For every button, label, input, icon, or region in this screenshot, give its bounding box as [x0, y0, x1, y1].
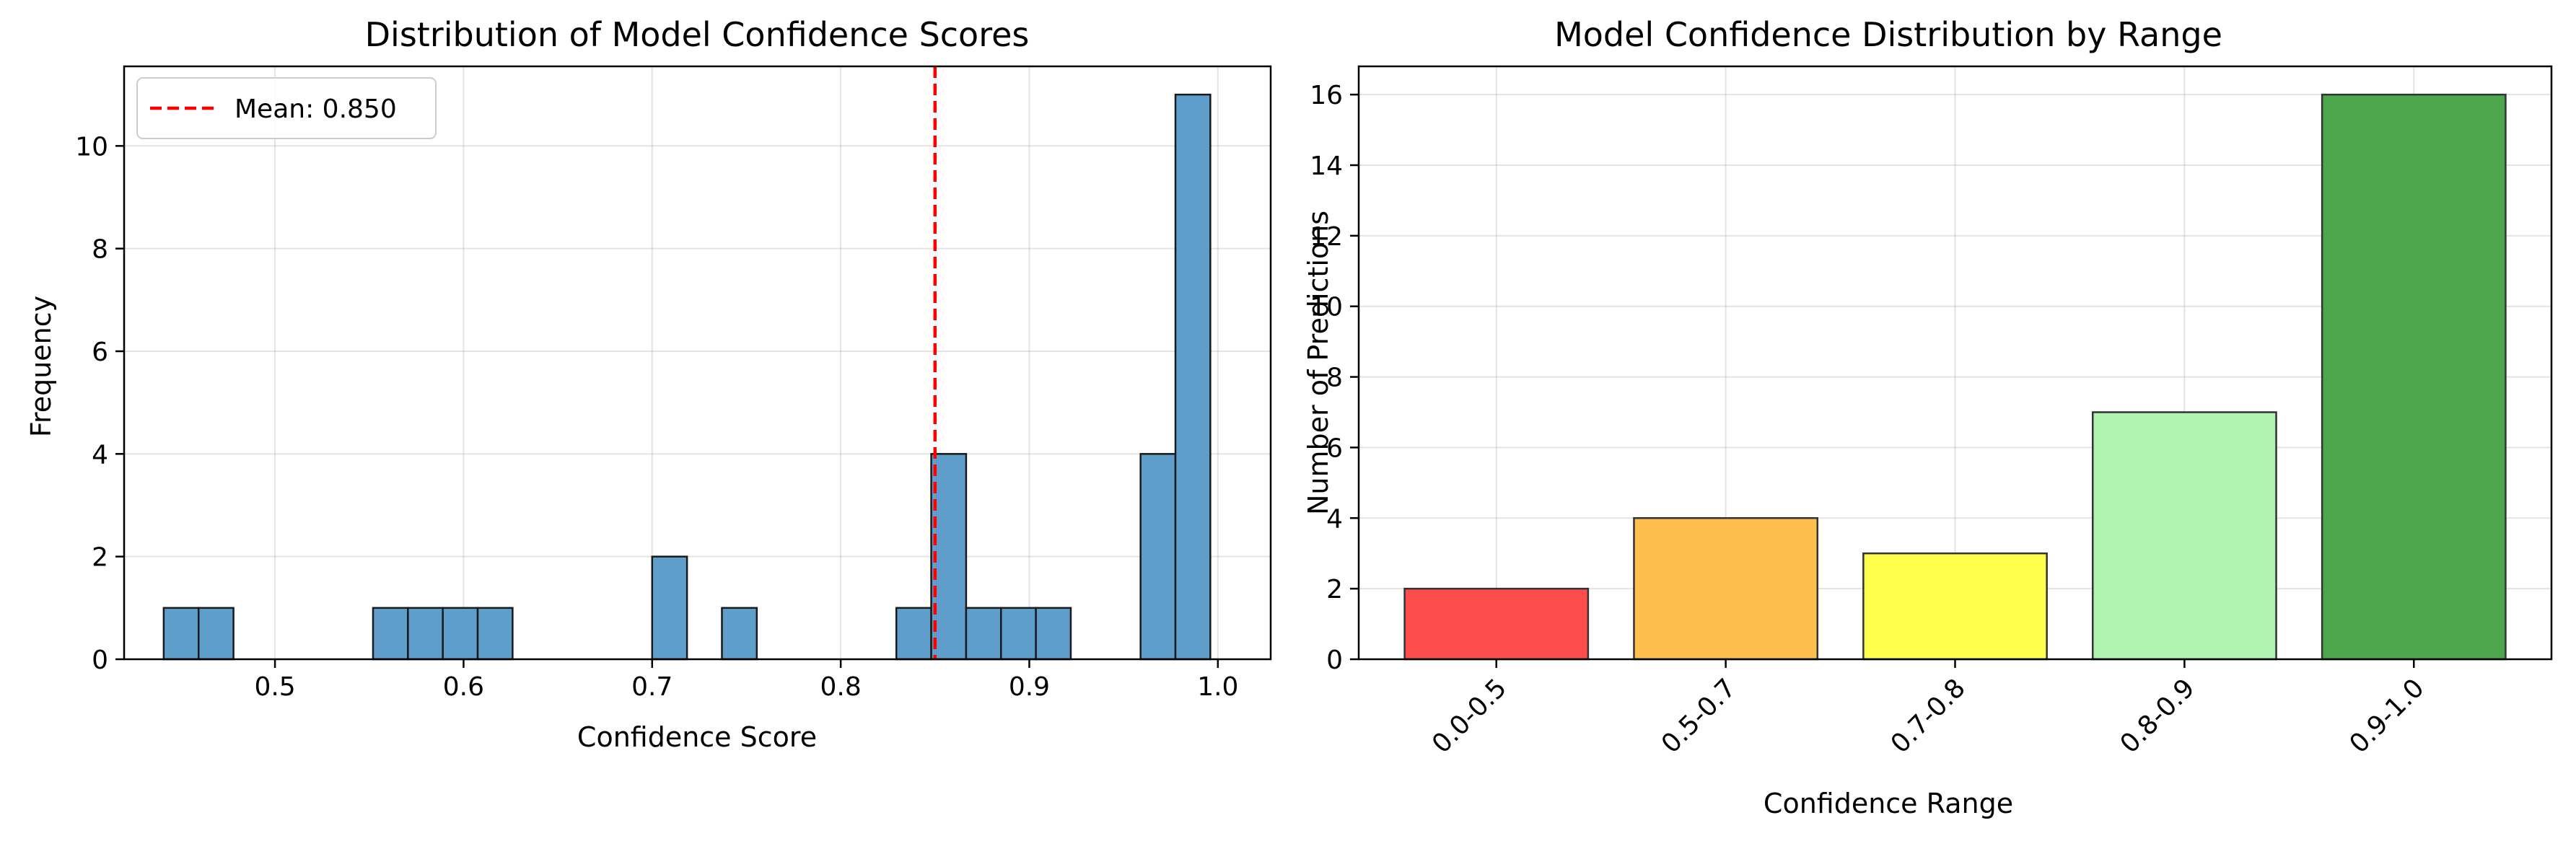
range-chart-x-axis-label: Confidence Range: [1764, 788, 2013, 819]
x-tick-label: 0.5: [254, 672, 295, 702]
y-tick-label: 2: [92, 543, 108, 573]
histogram-bars: [162, 93, 1212, 661]
histogram-x-axis-label: Confidence Score: [577, 721, 817, 753]
y-tick-label: 16: [1310, 81, 1343, 110]
x-tick-label: 0.9: [1009, 672, 1050, 702]
y-tick-label: 10: [1310, 293, 1343, 322]
histogram-bar: [930, 453, 968, 661]
range-chart-frame: [1357, 65, 2553, 661]
histogram-bar: [651, 555, 688, 661]
range-bar: [1862, 552, 2048, 661]
y-tick-label: 6: [1326, 433, 1343, 463]
range-bar-panel: Model Confidence Distribution by Range C…: [1302, 15, 2553, 819]
legend: Mean: 0.850: [136, 77, 437, 139]
histogram-y-axis-label: Frequency: [25, 296, 57, 437]
histogram-title: Distribution of Model Confidence Scores: [365, 15, 1030, 54]
histogram-panel: Distribution of Model Confidence Scores …: [25, 15, 1272, 753]
histogram-bar: [197, 607, 235, 661]
x-tick-label: 0.5-0.7: [1656, 673, 1742, 759]
x-tick-label: 0.7-0.8: [1885, 673, 1971, 759]
y-tick-label: 10: [75, 132, 108, 162]
x-tick-label: 0.7: [631, 672, 673, 702]
histogram-bar: [895, 607, 932, 661]
y-tick-label: 8: [92, 235, 108, 265]
histogram-ticks: 0.5 0.6 0.7 0.8 0.9 1.0 0 2 4 6 8 10: [75, 132, 1238, 702]
legend-box: [136, 77, 437, 139]
histogram-bar: [372, 607, 409, 661]
histogram-bar: [162, 607, 200, 661]
x-tick-label: 1.0: [1197, 672, 1238, 702]
y-tick-label: 8: [1326, 364, 1343, 393]
histogram-bar: [1174, 93, 1212, 661]
histogram-bar: [442, 607, 479, 661]
histogram-bar: [407, 607, 444, 661]
range-bar: [2321, 93, 2507, 661]
histogram-bar: [965, 607, 1002, 661]
x-tick-label: 0.6: [443, 672, 484, 702]
range-bar: [2091, 411, 2277, 661]
x-tick-label: 0.8-0.9: [2115, 673, 2201, 759]
range-chart-y-axis-label: Number of Predictions: [1302, 211, 1334, 515]
x-tick-label: 0.0-0.5: [1427, 673, 1512, 759]
histogram-bar: [721, 607, 758, 661]
y-tick-label: 0: [1326, 646, 1343, 675]
legend-label: Mean: 0.850: [235, 94, 397, 124]
y-tick-label: 6: [92, 338, 108, 367]
histogram-bar: [1035, 607, 1072, 661]
y-tick-label: 14: [1310, 151, 1343, 181]
range-chart-title: Model Confidence Distribution by Range: [1554, 15, 2222, 54]
y-tick-label: 0: [92, 646, 108, 675]
range-bar: [1403, 587, 1590, 661]
y-tick-label: 12: [1310, 222, 1343, 252]
histogram-bar: [1000, 607, 1037, 661]
histogram-grid: [124, 66, 1271, 660]
x-tick-label: 0.8: [820, 672, 861, 702]
histogram-frame: [123, 65, 1272, 661]
range-bar: [1633, 517, 1819, 661]
histogram-bar: [1139, 453, 1177, 661]
histogram-bar: [476, 607, 514, 661]
y-tick-label: 2: [1326, 575, 1343, 604]
y-tick-label: 4: [1326, 504, 1343, 534]
y-tick-label: 4: [92, 440, 108, 470]
x-tick-label: 0.9-1.0: [2344, 673, 2430, 759]
range-chart-bars: [1403, 93, 2507, 661]
